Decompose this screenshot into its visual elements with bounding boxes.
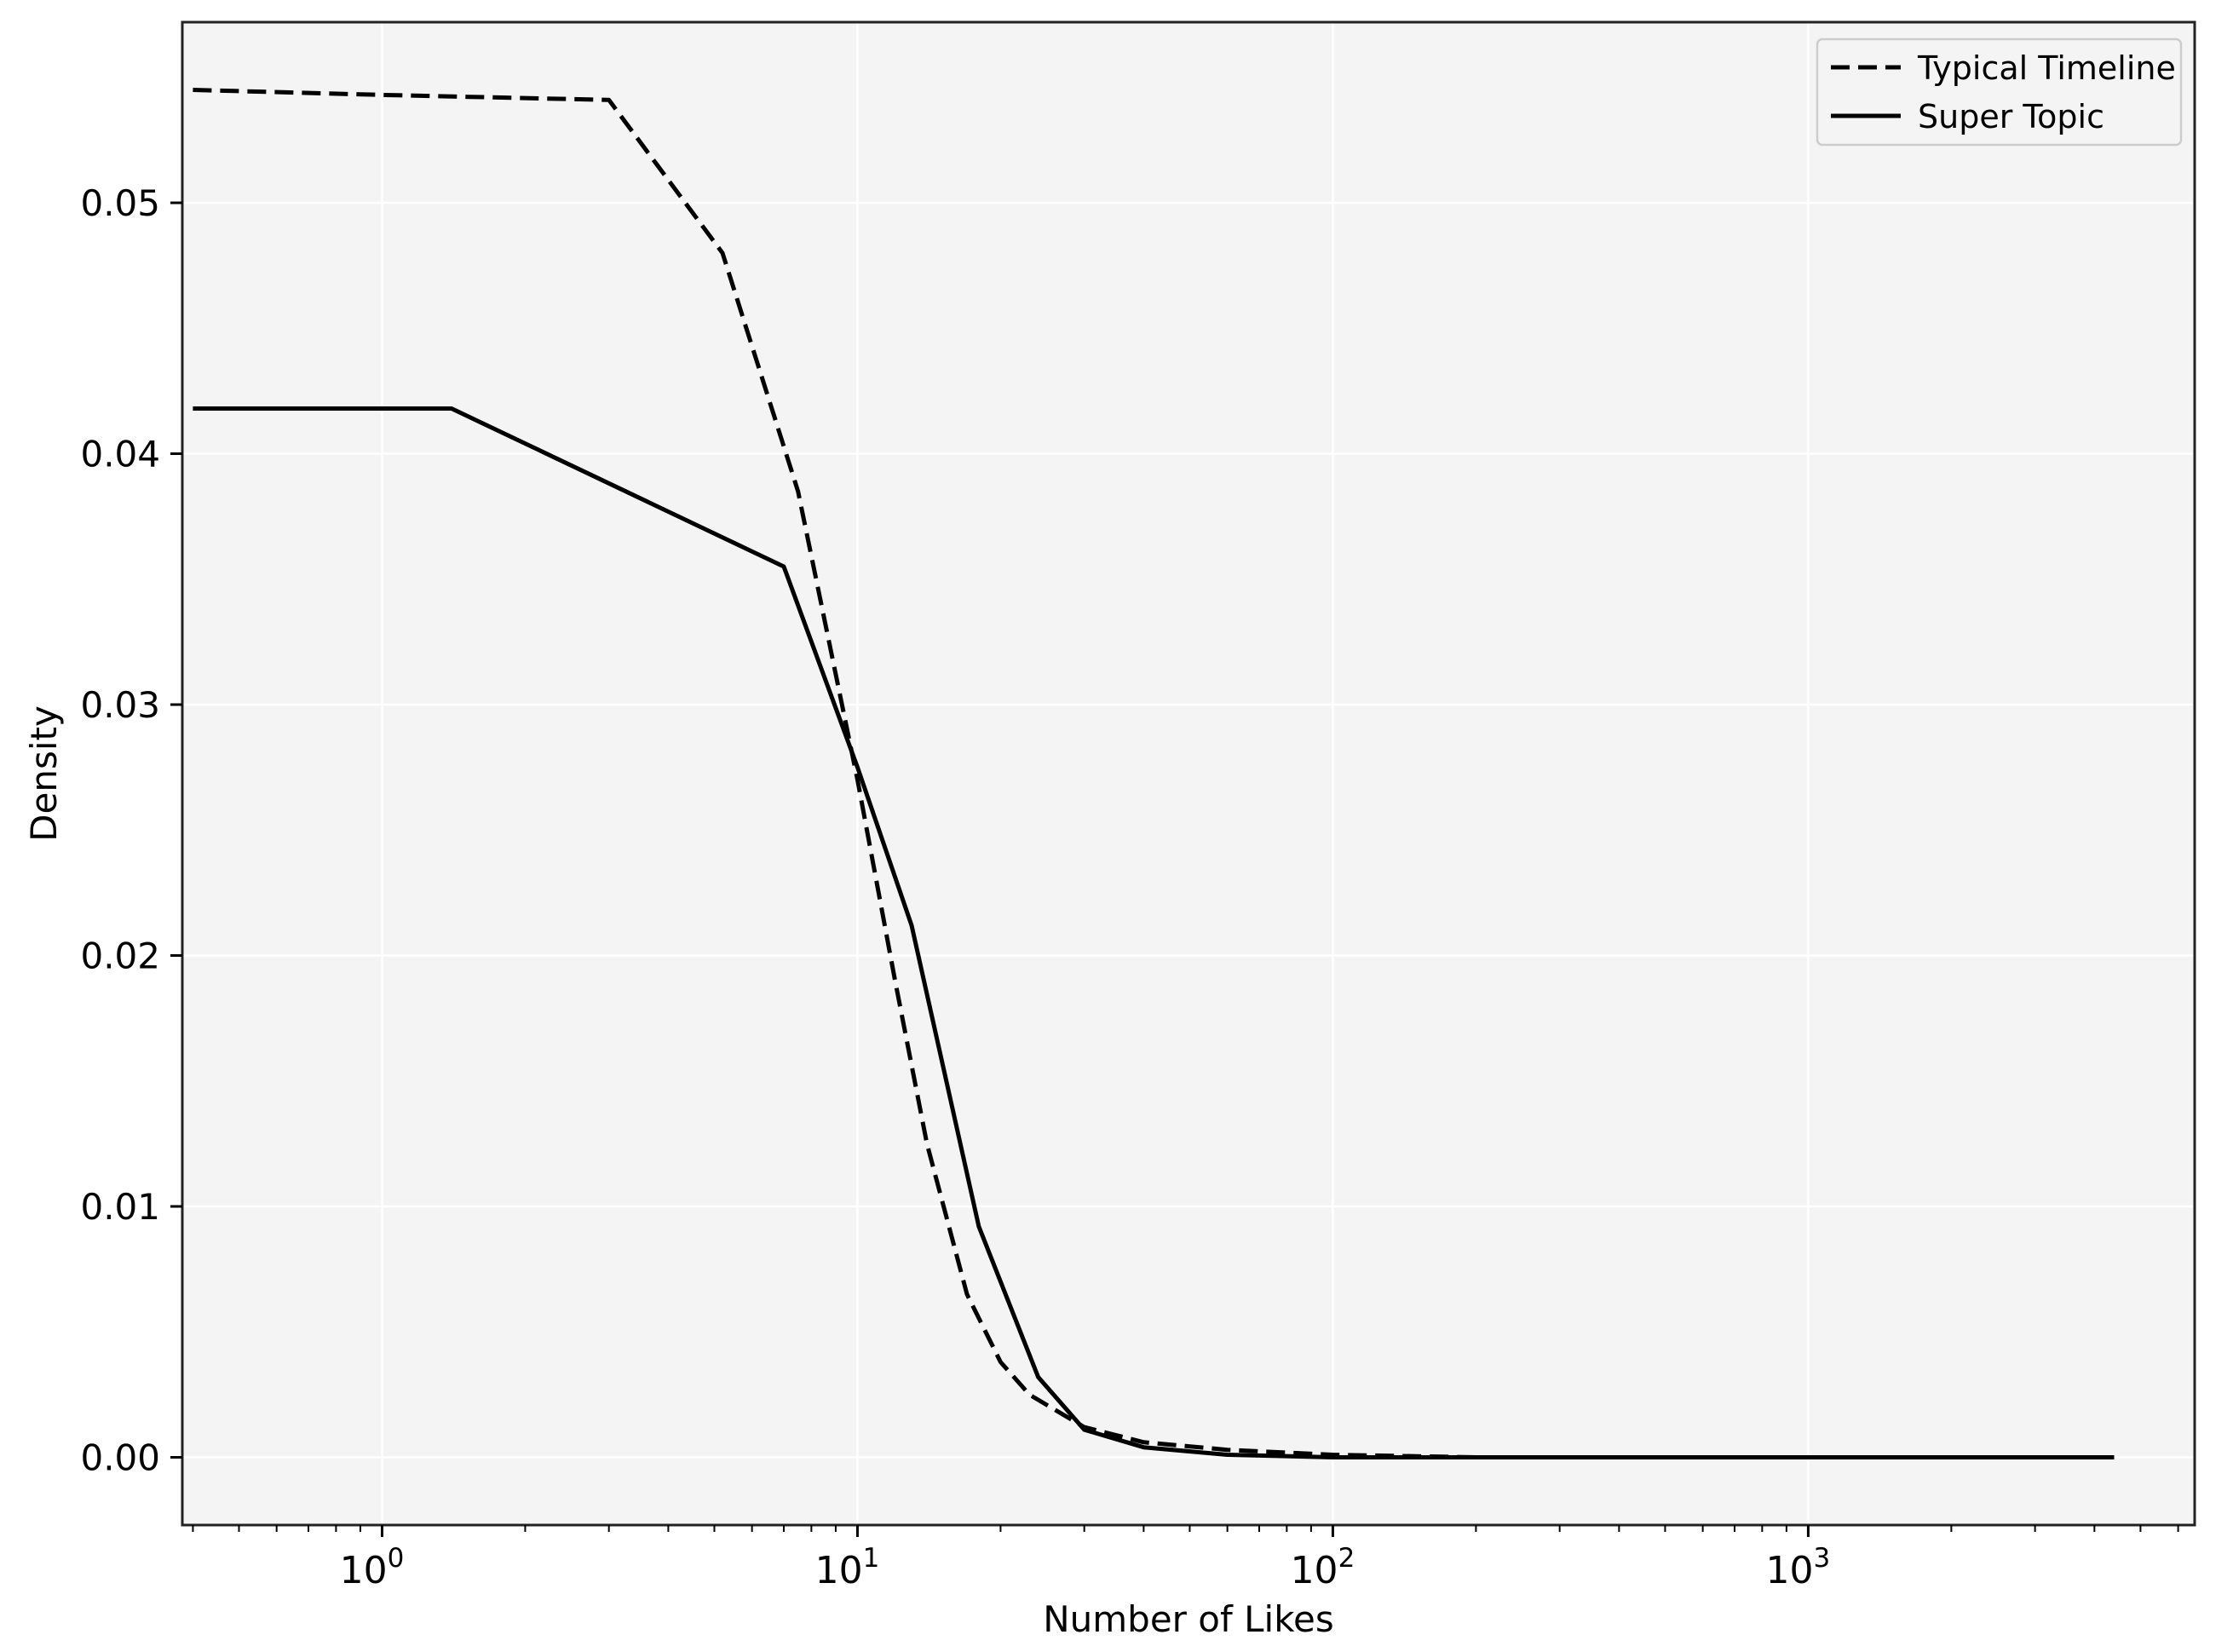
x-tick-base: 10 [340, 1549, 388, 1592]
y-tick-label: 0.04 [80, 434, 160, 475]
legend-box [1816, 37, 2183, 147]
x-tick-label: 102 [1291, 1543, 1355, 1592]
series-line-super-topic [193, 406, 2115, 1459]
y-axis: 0.00 0.01 0.02 0.03 0.04 0.05 [80, 182, 182, 1478]
plot-area [182, 22, 2195, 1525]
series-lines [193, 88, 2115, 1459]
y-tick-label: 0.00 [80, 1436, 160, 1478]
x-axis: 100 101 102 103 [192, 1525, 2179, 1592]
grid [182, 22, 2195, 1525]
x-tick-base: 10 [815, 1549, 863, 1592]
x-tick-exponent: 1 [863, 1543, 880, 1574]
y-axis-label: Density [23, 705, 65, 842]
legend-label: Typical Timeline [1917, 49, 2176, 87]
x-tick-base: 10 [1291, 1549, 1338, 1592]
y-tick-label: 0.05 [80, 182, 160, 224]
x-tick-exponent: 0 [388, 1543, 405, 1574]
x-tick-label: 101 [815, 1543, 880, 1592]
x-tick-exponent: 2 [1338, 1543, 1355, 1574]
y-tick-label: 0.02 [80, 935, 160, 977]
x-tick-base: 10 [1766, 1549, 1814, 1592]
y-tick-label: 0.03 [80, 684, 160, 726]
x-axis-label: Number of Likes [1043, 1598, 1334, 1640]
y-tick-label: 0.01 [80, 1186, 160, 1228]
plot-frame [181, 20, 2196, 1527]
x-tick-label: 103 [1766, 1543, 1831, 1592]
x-tick-label: 100 [340, 1543, 405, 1592]
legend: Typical Timeline Super Topic [1816, 37, 2183, 147]
series-line-typical-timeline [193, 88, 2115, 1459]
legend-label: Super Topic [1918, 98, 2104, 135]
x-tick-exponent: 3 [1814, 1543, 1831, 1574]
